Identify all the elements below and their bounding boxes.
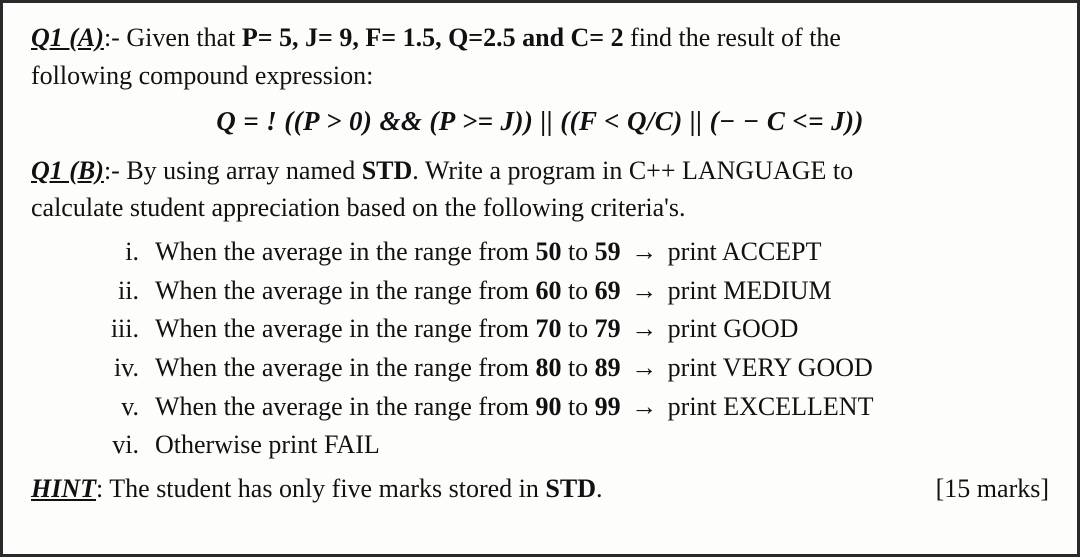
criteria-lo: 60 xyxy=(535,276,561,305)
criteria-item: i. When the average in the range from 50… xyxy=(91,233,1049,271)
hint-sep: : xyxy=(96,474,109,503)
criteria-hi: 69 xyxy=(595,276,621,305)
criteria-post: print VERY GOOD xyxy=(668,353,873,382)
hint-text: HINT: The student has only five marks st… xyxy=(31,470,602,508)
criteria-hi: 59 xyxy=(595,237,621,266)
q1a-sep: :- xyxy=(104,23,126,52)
criteria-item: iii. When the average in the range from … xyxy=(91,310,1049,348)
roman-numeral: iv. xyxy=(91,349,139,387)
q1a-label: Q1 (A) xyxy=(31,23,104,52)
criteria-mid: to xyxy=(561,276,594,305)
criteria-mid: to xyxy=(561,392,594,421)
hint-body1: The student has only five marks stored i… xyxy=(109,474,545,503)
criteria-pre: When the average in the range from xyxy=(155,392,535,421)
criteria-pre: When the average in the range from xyxy=(155,276,535,305)
criteria-pre: When the average in the range from xyxy=(155,353,535,382)
criteria-pre: Otherwise print FAIL xyxy=(155,430,380,459)
criteria-list: i. When the average in the range from 50… xyxy=(91,233,1049,464)
criteria-item: ii. When the average in the range from 6… xyxy=(91,272,1049,310)
criteria-pre: When the average in the range from xyxy=(155,237,535,266)
criteria-post: print MEDIUM xyxy=(668,276,832,305)
criteria-item: v. When the average in the range from 90… xyxy=(91,388,1049,426)
roman-numeral: v. xyxy=(91,388,139,426)
roman-numeral: i. xyxy=(91,233,139,271)
criteria-item: iv. When the average in the range from 8… xyxy=(91,349,1049,387)
arrow-icon: → xyxy=(621,392,668,421)
criteria-pre: When the average in the range from xyxy=(155,314,535,343)
criteria-post: print ACCEPT xyxy=(668,237,822,266)
hint-body2: . xyxy=(596,474,603,503)
criteria-item: vi. Otherwise print FAIL xyxy=(91,426,1049,464)
q1a-tail2: following compound expression: xyxy=(31,61,373,90)
roman-numeral: ii. xyxy=(91,272,139,310)
q1b-paragraph: Q1 (B):- By using array named STD. Write… xyxy=(31,152,1049,227)
arrow-icon: → xyxy=(621,314,668,343)
q1b-tail1: . Write a program in C++ LANGUAGE to xyxy=(412,156,853,185)
roman-numeral: iii. xyxy=(91,310,139,348)
arrow-icon: → xyxy=(621,353,668,382)
criteria-text: When the average in the range from 50 to… xyxy=(155,233,822,271)
arrow-icon: → xyxy=(621,276,668,305)
q1a-lead: Given that xyxy=(126,23,242,52)
criteria-text: When the average in the range from 90 to… xyxy=(155,388,873,426)
q1b-arr: STD xyxy=(362,156,413,185)
exam-page: Q1 (A):- Given that P= 5, J= 9, F= 1.5, … xyxy=(0,0,1080,557)
criteria-text: Otherwise print FAIL xyxy=(155,426,380,464)
criteria-post: print GOOD xyxy=(668,314,799,343)
criteria-mid: to xyxy=(561,353,594,382)
arrow-icon: → xyxy=(621,237,668,266)
compound-expression: Q = ! ((P > 0) && (P >= J)) || ((F < Q/C… xyxy=(31,102,1049,141)
criteria-text: When the average in the range from 80 to… xyxy=(155,349,873,387)
criteria-mid: to xyxy=(561,314,594,343)
criteria-lo: 70 xyxy=(535,314,561,343)
criteria-hi: 79 xyxy=(595,314,621,343)
q1a-tail1: find the result of the xyxy=(624,23,841,52)
criteria-lo: 90 xyxy=(535,392,561,421)
hint-row: HINT: The student has only five marks st… xyxy=(31,470,1049,508)
marks-label: [15 marks] xyxy=(936,470,1049,508)
criteria-lo: 50 xyxy=(535,237,561,266)
criteria-text: When the average in the range from 60 to… xyxy=(155,272,832,310)
criteria-hi: 99 xyxy=(595,392,621,421)
q1b-label: Q1 (B) xyxy=(31,156,104,185)
criteria-post: print EXCELLENT xyxy=(668,392,874,421)
q1a-paragraph: Q1 (A):- Given that P= 5, J= 9, F= 1.5, … xyxy=(31,19,1049,94)
criteria-mid: to xyxy=(561,237,594,266)
q1a-given: P= 5, J= 9, F= 1.5, Q=2.5 and C= 2 xyxy=(242,23,624,52)
criteria-lo: 80 xyxy=(535,353,561,382)
hint-label: HINT xyxy=(31,474,96,503)
q1b-sep: :- xyxy=(104,156,126,185)
criteria-hi: 89 xyxy=(595,353,621,382)
q1b-lead: By using array named xyxy=(126,156,361,185)
hint-arr: STD xyxy=(545,474,596,503)
criteria-text: When the average in the range from 70 to… xyxy=(155,310,798,348)
q1b-tail2: calculate student appreciation based on … xyxy=(31,193,685,222)
roman-numeral: vi. xyxy=(91,426,139,464)
